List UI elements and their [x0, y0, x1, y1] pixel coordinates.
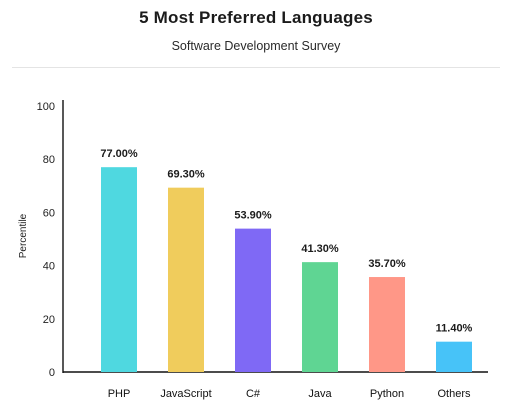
- chart-subtitle: Software Development Survey: [171, 39, 341, 53]
- x-tick-label: Others: [437, 388, 471, 400]
- data-label: 77.00%: [100, 148, 138, 160]
- data-label: 53.90%: [234, 210, 272, 222]
- bars: [101, 167, 472, 372]
- y-tick-label: 40: [43, 261, 55, 273]
- y-tick-label: 60: [43, 207, 55, 219]
- header-divider: [12, 67, 500, 68]
- data-labels: 77.00% 69.30% 53.90% 41.30% 35.70% 11.40%: [100, 148, 472, 334]
- x-tick-label: PHP: [108, 388, 131, 400]
- y-tick-label: 100: [37, 101, 55, 113]
- bar: [369, 277, 405, 372]
- y-tick-label: 20: [43, 314, 55, 326]
- y-tick-label: 0: [49, 367, 55, 379]
- data-label: 35.70%: [368, 258, 406, 270]
- y-axis: 0 20 40 60 80 100: [37, 100, 64, 379]
- y-axis-title: Percentile: [18, 213, 29, 258]
- category-labels: PHP JavaScript C# Java Python Others: [108, 388, 471, 400]
- x-tick-label: Python: [370, 388, 404, 400]
- x-tick-label: C#: [246, 388, 261, 400]
- chart-title: 5 Most Preferred Languages: [139, 8, 373, 27]
- bar: [168, 187, 204, 372]
- data-label: 41.30%: [301, 243, 339, 255]
- x-tick-label: Java: [308, 388, 332, 400]
- bar: [235, 228, 271, 372]
- x-tick-label: JavaScript: [160, 388, 211, 400]
- data-label: 11.40%: [436, 323, 473, 335]
- bar: [302, 262, 338, 372]
- data-label: 69.30%: [167, 169, 205, 181]
- bar: [436, 341, 472, 372]
- bar: [101, 167, 137, 372]
- y-tick-label: 80: [43, 154, 55, 166]
